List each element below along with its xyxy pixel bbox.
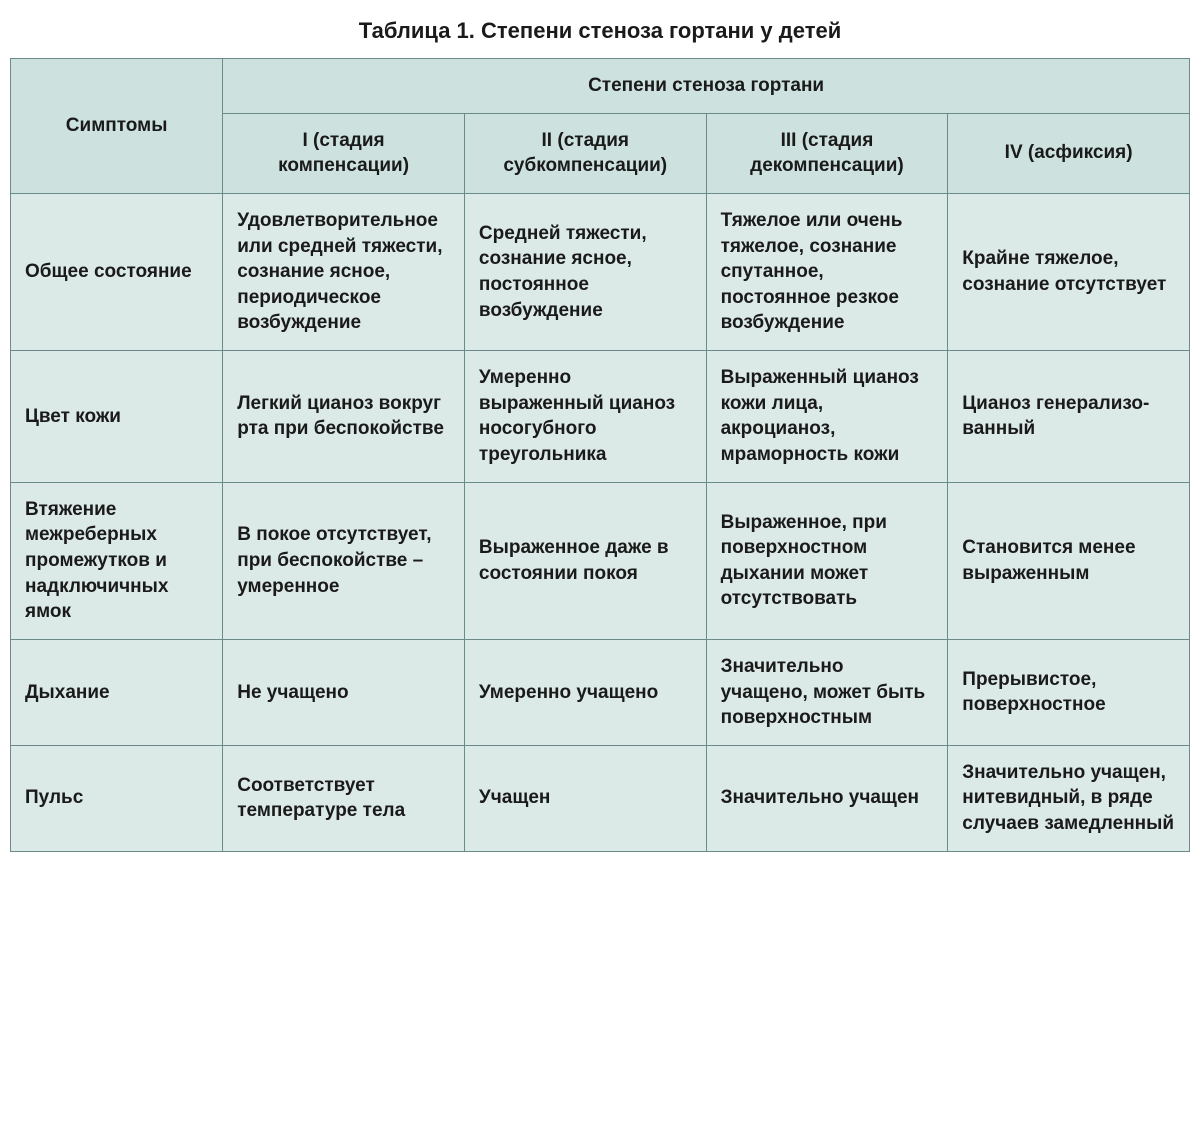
table-cell: Значительно учащен: [706, 745, 948, 851]
table-cell: Прерывистое, поверхностное: [948, 639, 1190, 745]
table-cell: Крайне тяжелое, сознание отсутствует: [948, 193, 1190, 350]
header-stages-group: Степени стеноза гортани: [223, 59, 1190, 114]
table-cell: Умеренно выраженный цианоз носогубного т…: [464, 351, 706, 483]
header-stage-3: III (стадия декомпенсации): [706, 113, 948, 193]
table-cell: Не учащено: [223, 639, 465, 745]
table-cell: Выраженное даже в состоянии покоя: [464, 482, 706, 639]
table-cell: Становится менее выраженным: [948, 482, 1190, 639]
table-cell: Значительно учащено, может быть поверхно…: [706, 639, 948, 745]
table-row: Общее состояние Удовлетворитель­ное или …: [11, 193, 1190, 350]
table-cell: Тяжелое или очень тяжелое, сознание спут…: [706, 193, 948, 350]
table-cell: В покое отсутствует, при беспокойстве – …: [223, 482, 465, 639]
row-label: Втяжение межреберных промежутков и надкл…: [11, 482, 223, 639]
table-cell: Выраженное, при поверхностном дыхании мо…: [706, 482, 948, 639]
row-label: Дыхание: [11, 639, 223, 745]
stenosis-table: Симптомы Степени стеноза гортани I (стад…: [10, 58, 1190, 852]
table-cell: Удовлетворитель­ное или средней тяжести,…: [223, 193, 465, 350]
table-title: Таблица 1. Степени стеноза гортани у дет…: [10, 18, 1190, 44]
table-row: Пульс Соответствует температуре тела Уча…: [11, 745, 1190, 851]
table-row: Втяжение межреберных промежутков и надкл…: [11, 482, 1190, 639]
row-label: Общее состояние: [11, 193, 223, 350]
table-cell: Выраженный цианоз кожи лица, акроцианоз,…: [706, 351, 948, 483]
header-stage-4: IV (асфиксия): [948, 113, 1190, 193]
table-cell: Средней тяжести, сознание ясное, постоян…: [464, 193, 706, 350]
table-row: Дыхание Не учащено Умеренно учащено Знач…: [11, 639, 1190, 745]
table-cell: Учащен: [464, 745, 706, 851]
table-cell: Легкий цианоз вокруг рта при беспокойств…: [223, 351, 465, 483]
table-cell: Цианоз генерализо­ванный: [948, 351, 1190, 483]
header-stage-2: II (стадия субкомпенсации): [464, 113, 706, 193]
table-cell: Значительно учащен, нитевидный, в ряде с…: [948, 745, 1190, 851]
table-row: Цвет кожи Легкий цианоз вокруг рта при б…: [11, 351, 1190, 483]
table-cell: Умеренно учащено: [464, 639, 706, 745]
header-stage-1: I (стадия компенсации): [223, 113, 465, 193]
header-row-1: Симптомы Степени стеноза гортани: [11, 59, 1190, 114]
row-label: Цвет кожи: [11, 351, 223, 483]
table-cell: Соответствует температуре тела: [223, 745, 465, 851]
row-label: Пульс: [11, 745, 223, 851]
header-symptoms: Симптомы: [11, 59, 223, 194]
